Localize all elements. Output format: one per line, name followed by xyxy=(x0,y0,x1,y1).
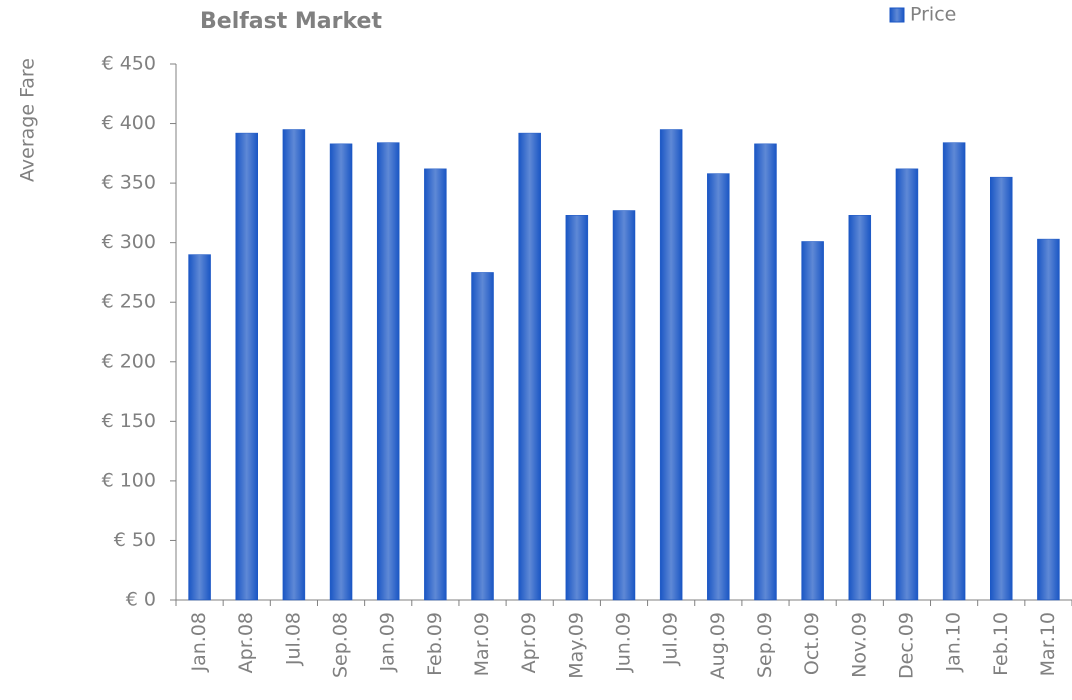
y-tick-label: € 450 xyxy=(102,53,156,75)
x-tick-label: Oct.09 xyxy=(801,612,823,675)
x-tick-label: May.09 xyxy=(565,612,587,679)
bar xyxy=(990,176,1013,601)
x-tick-label: Mar.10 xyxy=(1037,612,1059,676)
x-tick-label: Jan.09 xyxy=(377,612,399,673)
bar xyxy=(942,142,966,601)
chart-title: Belfast Market xyxy=(200,9,382,34)
x-tick-label: Nov.09 xyxy=(848,612,870,678)
y-tick-label: € 0 xyxy=(126,589,156,611)
x-tick-label: Mar.09 xyxy=(471,612,493,676)
x-tick-label: Sep.09 xyxy=(754,612,776,678)
x-tick-label: Jan.10 xyxy=(943,612,965,673)
bar xyxy=(848,215,872,601)
y-axis-label: Average Fare xyxy=(17,58,39,182)
bar xyxy=(235,132,258,601)
bar xyxy=(282,129,306,601)
bar xyxy=(895,168,919,601)
bar xyxy=(659,129,683,601)
bar xyxy=(471,272,494,601)
legend-label: Price xyxy=(910,4,956,26)
bar xyxy=(1037,238,1060,601)
bar xyxy=(565,215,589,601)
y-tick-label: € 250 xyxy=(102,291,156,313)
bar xyxy=(424,168,447,601)
x-tick-label: Aug.09 xyxy=(707,612,729,679)
y-tick-label: € 150 xyxy=(102,410,156,432)
legend-swatch xyxy=(889,7,905,23)
bar xyxy=(376,142,400,601)
bar xyxy=(188,254,211,601)
bar xyxy=(801,241,824,601)
x-tick-label: Sep.08 xyxy=(330,612,352,678)
bar xyxy=(754,143,777,601)
y-tick-label: € 400 xyxy=(102,112,156,134)
bar xyxy=(329,143,353,601)
y-tick-label: € 200 xyxy=(102,350,156,372)
y-tick-label: € 350 xyxy=(102,172,156,194)
y-tick-label: € 100 xyxy=(102,469,156,491)
bar xyxy=(612,210,636,601)
x-tick-label: Apr.09 xyxy=(518,612,540,673)
x-tick-label: Feb.10 xyxy=(990,612,1012,676)
y-tick-label: € 300 xyxy=(102,231,156,253)
x-tick-label: Jun.09 xyxy=(613,612,635,673)
x-tick-label: Dec.09 xyxy=(895,612,917,679)
x-tick-label: Feb.09 xyxy=(424,612,446,676)
y-tick-label: € 50 xyxy=(114,529,156,551)
x-tick-label: Jan.08 xyxy=(188,612,210,673)
x-tick-label: Jul.09 xyxy=(660,612,682,666)
bar xyxy=(518,132,541,601)
bar xyxy=(707,173,730,601)
x-tick-label: Jul.08 xyxy=(282,612,304,666)
x-tick-label: Apr.08 xyxy=(235,612,257,673)
